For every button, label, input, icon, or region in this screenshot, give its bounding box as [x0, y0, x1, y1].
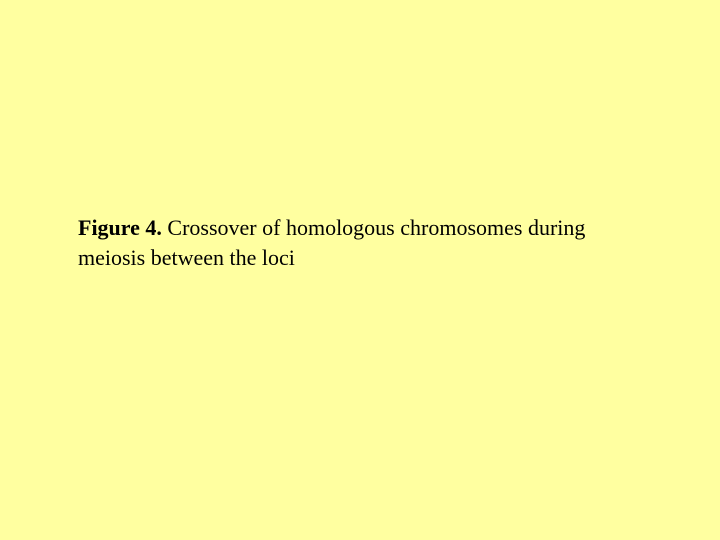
figure-label: Figure 4.	[78, 215, 162, 240]
figure-caption: Figure 4. Crossover of homologous chromo…	[78, 213, 638, 272]
